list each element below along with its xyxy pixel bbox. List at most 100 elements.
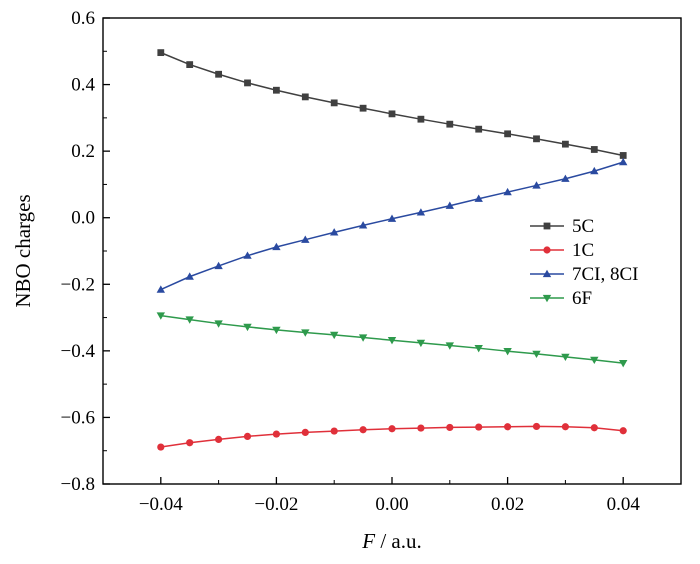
legend-item: 1C bbox=[530, 240, 594, 261]
data-point bbox=[561, 174, 570, 182]
data-point bbox=[272, 326, 281, 335]
data-point bbox=[446, 120, 454, 128]
data-point bbox=[503, 348, 512, 356]
data-point bbox=[388, 425, 396, 433]
data-point bbox=[533, 135, 540, 143]
data-point bbox=[301, 93, 309, 101]
legend-item: 6F bbox=[530, 288, 592, 309]
x-tick-label: 0.02 bbox=[491, 494, 524, 515]
data-point bbox=[215, 435, 223, 443]
data-point bbox=[157, 443, 165, 451]
data-point bbox=[532, 422, 541, 431]
y-axis-title: NBO charges bbox=[11, 194, 35, 307]
data-point bbox=[243, 251, 252, 259]
legend-item: 5C bbox=[530, 216, 594, 237]
data-point bbox=[388, 110, 396, 118]
x-tick-label: −0.02 bbox=[254, 494, 298, 515]
y-tick-label: −0.8 bbox=[61, 474, 95, 495]
data-point bbox=[272, 430, 280, 438]
y-tick-label: 0.0 bbox=[71, 208, 95, 229]
data-point bbox=[215, 70, 222, 78]
data-point bbox=[619, 157, 628, 166]
x-axis-title-unit: / a.u. bbox=[375, 529, 422, 553]
data-point bbox=[243, 323, 252, 332]
series-1 bbox=[157, 422, 627, 451]
data-point bbox=[387, 214, 397, 222]
data-point bbox=[244, 79, 251, 87]
data-point bbox=[474, 194, 483, 202]
legend-item: 7CI, 8CI bbox=[530, 264, 639, 285]
y-tick-label: −0.2 bbox=[61, 274, 95, 295]
y-tick-label: −0.4 bbox=[61, 341, 96, 362]
series-3 bbox=[156, 312, 628, 368]
data-point bbox=[503, 187, 512, 196]
data-point bbox=[475, 125, 483, 133]
legend-marker bbox=[543, 222, 551, 230]
data-point bbox=[330, 228, 339, 236]
y-tick-label: 0.4 bbox=[71, 75, 95, 96]
x-tick-label: 0.04 bbox=[607, 494, 641, 515]
x-tick-label: −0.04 bbox=[139, 494, 183, 515]
data-point bbox=[562, 140, 569, 148]
data-point bbox=[330, 331, 339, 340]
data-point bbox=[590, 166, 599, 175]
data-point bbox=[301, 329, 310, 337]
data-point bbox=[186, 439, 194, 447]
data-point bbox=[185, 272, 194, 280]
data-point bbox=[590, 424, 598, 432]
series-0 bbox=[157, 49, 627, 159]
y-tick-label: 0.2 bbox=[71, 141, 95, 162]
data-point bbox=[504, 130, 511, 138]
data-point bbox=[446, 423, 454, 432]
x-tick-label: 0.00 bbox=[375, 494, 408, 515]
data-point bbox=[561, 423, 570, 431]
data-point bbox=[445, 201, 454, 209]
data-point bbox=[359, 426, 367, 434]
data-point bbox=[417, 115, 425, 123]
data-point bbox=[214, 261, 223, 270]
data-point bbox=[590, 356, 599, 365]
data-point bbox=[619, 427, 627, 435]
legend: 5C 1C 7CI, 8CI 6F bbox=[530, 216, 639, 309]
data-point bbox=[416, 208, 426, 216]
y-tick-label: −0.6 bbox=[61, 407, 95, 428]
series-layer bbox=[156, 49, 628, 451]
data-point bbox=[185, 316, 194, 324]
data-point bbox=[186, 61, 194, 68]
data-point bbox=[330, 427, 338, 435]
x-axis-title-variable: F bbox=[361, 529, 375, 553]
data-point bbox=[445, 342, 454, 350]
x-axis-title: F / a.u. bbox=[361, 529, 421, 553]
data-point bbox=[532, 350, 541, 359]
data-point bbox=[272, 242, 281, 251]
data-point bbox=[243, 432, 252, 441]
data-point bbox=[561, 353, 570, 362]
legend-marker bbox=[542, 269, 552, 278]
data-point bbox=[301, 235, 310, 243]
data-point bbox=[504, 423, 512, 431]
legend-marker bbox=[542, 294, 552, 303]
plot-frame bbox=[102, 17, 682, 485]
series-line bbox=[160, 51, 624, 157]
data-point bbox=[157, 49, 165, 57]
data-point bbox=[474, 345, 483, 353]
legend-label: 6F bbox=[572, 288, 592, 309]
data-point bbox=[590, 146, 598, 153]
legend-label: 5C bbox=[572, 216, 594, 237]
data-point bbox=[619, 360, 628, 368]
data-point bbox=[156, 312, 165, 320]
data-point bbox=[359, 104, 367, 112]
x-axis: −0.04 −0.02 0.00 0.02 0.04 bbox=[102, 477, 682, 515]
data-point bbox=[214, 320, 223, 328]
data-point bbox=[416, 339, 426, 348]
data-point bbox=[417, 424, 425, 432]
data-point bbox=[387, 337, 397, 345]
data-point bbox=[301, 428, 309, 437]
data-point bbox=[330, 99, 338, 107]
data-point bbox=[273, 86, 280, 94]
data-point bbox=[358, 221, 368, 229]
legend-label: 1C bbox=[572, 240, 594, 261]
data-point bbox=[156, 285, 165, 293]
y-tick-label: 0.6 bbox=[71, 8, 95, 29]
